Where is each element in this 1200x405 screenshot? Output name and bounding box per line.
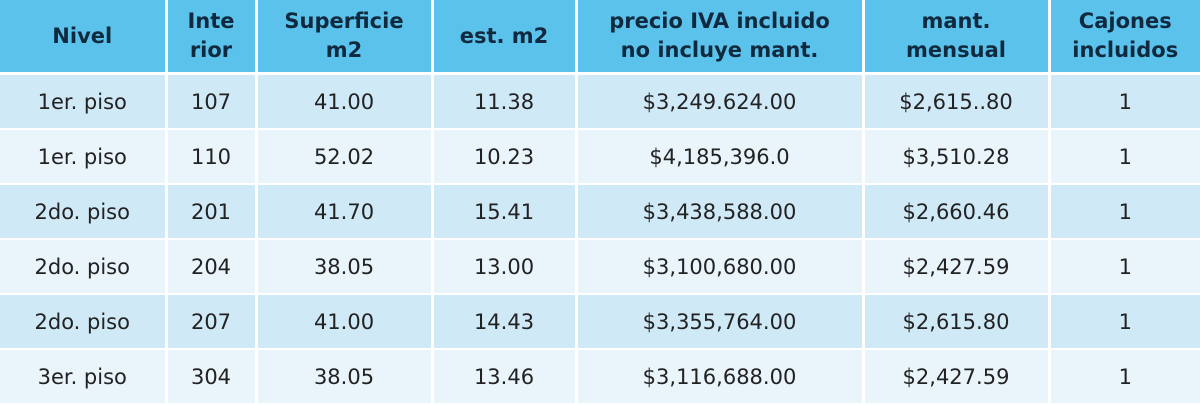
header-line: est. m2 (434, 22, 575, 51)
header-line: precio IVA incluido (578, 7, 862, 36)
cell-cajones: 1 (1049, 129, 1200, 184)
cell-est-m2: 14.43 (432, 294, 576, 349)
header-line: Inte (168, 7, 255, 36)
cell-cajones: 1 (1049, 239, 1200, 294)
cell-nivel: 1er. piso (0, 129, 166, 184)
cell-est-m2: 10.23 (432, 129, 576, 184)
header-line: incluidos (1051, 36, 1200, 65)
cell-mant: $3,510.28 (863, 129, 1049, 184)
header-interior: Inte rior (166, 0, 256, 74)
cell-precio: $3,100,680.00 (576, 239, 863, 294)
cell-superficie: 38.05 (256, 239, 432, 294)
header-line: rior (168, 36, 255, 65)
cell-cajones: 1 (1049, 294, 1200, 349)
header-line: m2 (258, 36, 431, 65)
cell-est-m2: 15.41 (432, 184, 576, 239)
cell-precio: $3,355,764.00 (576, 294, 863, 349)
header-est-m2: est. m2 (432, 0, 576, 74)
cell-mant: $2,660.46 (863, 184, 1049, 239)
cell-mant: $2,427.59 (863, 349, 1049, 404)
cell-superficie: 52.02 (256, 129, 432, 184)
cell-nivel: 2do. piso (0, 184, 166, 239)
cell-cajones: 1 (1049, 349, 1200, 404)
header-line: Cajones (1051, 7, 1200, 36)
cell-superficie: 38.05 (256, 349, 432, 404)
cell-est-m2: 13.00 (432, 239, 576, 294)
cell-interior: 204 (166, 239, 256, 294)
cell-superficie: 41.00 (256, 294, 432, 349)
table-row: 2do. piso 201 41.70 15.41 $3,438,588.00 … (0, 184, 1200, 239)
cell-interior: 207 (166, 294, 256, 349)
cell-nivel: 2do. piso (0, 294, 166, 349)
cell-mant: $2,427.59 (863, 239, 1049, 294)
cell-precio: $3,249.624.00 (576, 74, 863, 130)
cell-precio: $4,185,396.0 (576, 129, 863, 184)
cell-nivel: 3er. piso (0, 349, 166, 404)
header-line: Nivel (0, 22, 165, 51)
cell-superficie: 41.70 (256, 184, 432, 239)
header-line: Superficie (258, 7, 431, 36)
cell-precio: $3,438,588.00 (576, 184, 863, 239)
cell-superficie: 41.00 (256, 74, 432, 130)
cell-interior: 201 (166, 184, 256, 239)
cell-nivel: 2do. piso (0, 239, 166, 294)
header-line: mensual (865, 36, 1048, 65)
header-superficie: Superficie m2 (256, 0, 432, 74)
header-mant-mensual: mant. mensual (863, 0, 1049, 74)
cell-interior: 110 (166, 129, 256, 184)
cell-est-m2: 11.38 (432, 74, 576, 130)
header-line: no incluye mant. (578, 36, 862, 65)
cell-nivel: 1er. piso (0, 74, 166, 130)
table-header-row: Nivel Inte rior Superficie m2 est. m2 pr… (0, 0, 1200, 74)
cell-interior: 304 (166, 349, 256, 404)
cell-cajones: 1 (1049, 74, 1200, 130)
header-line: mant. (865, 7, 1048, 36)
cell-est-m2: 13.46 (432, 349, 576, 404)
table-row: 2do. piso 204 38.05 13.00 $3,100,680.00 … (0, 239, 1200, 294)
cell-mant: $2,615..80 (863, 74, 1049, 130)
header-nivel: Nivel (0, 0, 166, 74)
cell-interior: 107 (166, 74, 256, 130)
table-row: 2do. piso 207 41.00 14.43 $3,355,764.00 … (0, 294, 1200, 349)
table-row: 1er. piso 107 41.00 11.38 $3,249.624.00 … (0, 74, 1200, 130)
header-precio: precio IVA incluido no incluye mant. (576, 0, 863, 74)
cell-mant: $2,615.80 (863, 294, 1049, 349)
cell-precio: $3,116,688.00 (576, 349, 863, 404)
table-row: 3er. piso 304 38.05 13.46 $3,116,688.00 … (0, 349, 1200, 404)
table-row: 1er. piso 110 52.02 10.23 $4,185,396.0 $… (0, 129, 1200, 184)
header-cajones: Cajones incluidos (1049, 0, 1200, 74)
cell-cajones: 1 (1049, 184, 1200, 239)
